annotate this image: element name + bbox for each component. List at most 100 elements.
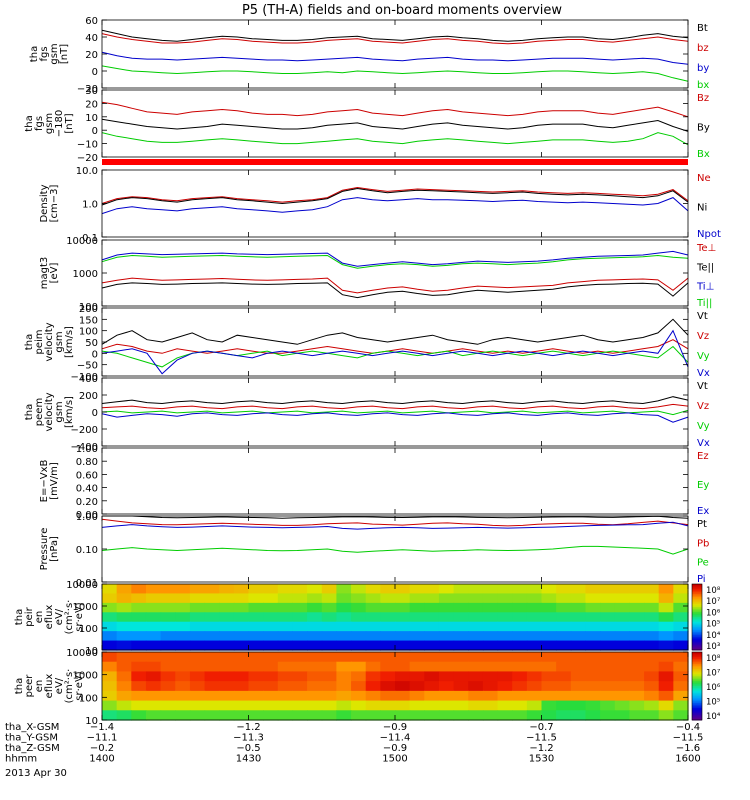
heatmap-cell — [585, 593, 601, 604]
heatmap-cell — [189, 584, 206, 595]
series-line-Bt — [101, 29, 689, 42]
x-annotation-value: 1400 — [89, 754, 114, 765]
heatmap-cell — [658, 593, 674, 604]
colorbar-segment — [692, 675, 702, 678]
heatmap-cell — [600, 602, 616, 613]
y-axis-label-line: (cm²·s· — [64, 669, 75, 704]
heatmap-cell — [673, 602, 689, 613]
heatmap-cell — [658, 700, 674, 711]
heatmap-cell — [248, 602, 264, 613]
heatmap-cell — [351, 602, 367, 613]
heatmap-cell — [629, 631, 645, 642]
heatmap-cell — [145, 584, 162, 595]
colorbar-segment — [692, 696, 702, 699]
heatmap-cell — [438, 671, 455, 682]
colorbar-segment — [692, 706, 702, 709]
heatmap-cell — [380, 593, 396, 604]
heatmap-cell — [673, 631, 689, 642]
heatmap-cell — [424, 710, 440, 721]
x-annotation-value: −0.9 — [383, 722, 407, 733]
heatmap-cell — [438, 700, 455, 711]
heatmap-cell — [219, 661, 235, 673]
colorbar-segment — [692, 687, 702, 690]
heatmap-cell — [116, 602, 132, 613]
heatmap-cell — [233, 602, 250, 613]
heatmap-cell — [365, 661, 381, 673]
y-tick-label: 30 — [85, 86, 98, 97]
y-tick-label: 0.40 — [76, 484, 98, 495]
colorbar-segment — [692, 701, 702, 704]
heatmap-cell — [263, 652, 279, 663]
heatmap-cell — [175, 631, 191, 642]
heatmap-cell — [409, 700, 425, 711]
x-annotation-label: hhmm — [5, 754, 37, 765]
heatmap-cell — [321, 700, 337, 711]
heatmap-cell — [292, 640, 308, 651]
heatmap-cell — [336, 621, 352, 632]
colorbar-segment — [692, 618, 702, 621]
legend-label-Vx: Vx — [697, 438, 710, 449]
colorbar-segment — [692, 617, 702, 620]
heatmap-cell — [424, 640, 440, 651]
heatmap-cell — [160, 652, 176, 663]
heatmap-cell — [160, 640, 176, 651]
heatmap-cell — [614, 681, 630, 692]
heatmap-cell — [307, 602, 323, 613]
heatmap-cell — [336, 584, 352, 595]
heatmap-cell — [673, 661, 689, 673]
y-axis-label: Pressure[nPa] — [39, 528, 60, 571]
heatmap-cell — [409, 593, 425, 604]
y-axis-label-line: gsm — [49, 43, 60, 64]
heatmap-cell — [453, 710, 469, 721]
heatmap-cell — [204, 631, 220, 642]
heatmap-cell — [131, 671, 147, 682]
heatmap-cell — [292, 593, 308, 604]
heatmap-cell — [102, 602, 118, 613]
y-axis-label-line: Density — [39, 184, 50, 222]
colorbar-tick-label: 10⁸ — [706, 654, 721, 664]
heatmap-cell — [131, 690, 147, 702]
heatmap-cell — [292, 584, 308, 595]
heatmap-cell — [673, 652, 689, 663]
heatmap-cell — [204, 602, 220, 613]
heatmap-cell — [395, 593, 411, 604]
heatmap-cell — [145, 671, 162, 682]
heatmap-cell — [365, 584, 381, 595]
colorbar-segment — [692, 595, 702, 598]
heatmap-cell — [409, 671, 425, 682]
colorbar-segment — [692, 708, 702, 711]
heatmap-cell — [204, 652, 220, 663]
y-tick-label: 10 — [85, 716, 98, 727]
series-line-Ti⊥ — [101, 250, 689, 267]
heatmap-cell — [570, 593, 587, 604]
heatmap-cell — [556, 612, 572, 623]
heatmap-cell — [292, 710, 308, 721]
heatmap-cell — [497, 661, 513, 673]
colorbar-segment — [692, 592, 702, 595]
y-axis-label: magt3[eV] — [39, 257, 60, 290]
heatmap-cell — [468, 681, 484, 692]
heatmap-cell — [395, 584, 411, 595]
legend-label-Ez: Ez — [697, 451, 709, 462]
heatmap-cell — [321, 612, 337, 623]
heatmap-cell — [380, 671, 396, 682]
heatmap-cell — [644, 681, 660, 692]
heatmap-cell — [248, 640, 264, 651]
colorbar-segment — [692, 608, 702, 611]
y-tick-label: 50 — [85, 338, 98, 349]
panel-10: thapeerenefluxeV/(cm²·s·sr·eV) 10⁸ 10⁷ 10⁶ 1… — [14, 648, 721, 727]
heatmap-cell — [438, 602, 455, 613]
heatmap-cell — [277, 690, 294, 702]
colorbar-segment — [692, 665, 702, 668]
heatmap-cell — [614, 621, 630, 632]
heatmap-cell — [497, 640, 513, 651]
heatmap-cell — [365, 612, 381, 623]
heatmap-cell — [424, 593, 440, 604]
y-tick-label: 20 — [85, 50, 98, 61]
colorbar-segment — [692, 613, 702, 616]
heatmap-cell — [277, 612, 294, 623]
y-axis-label-line: (cm²·s· — [64, 600, 75, 635]
heatmap-cell — [673, 584, 689, 595]
colorbar-segment — [692, 697, 702, 701]
y-axis-label-line: E=−VxB — [39, 460, 50, 503]
